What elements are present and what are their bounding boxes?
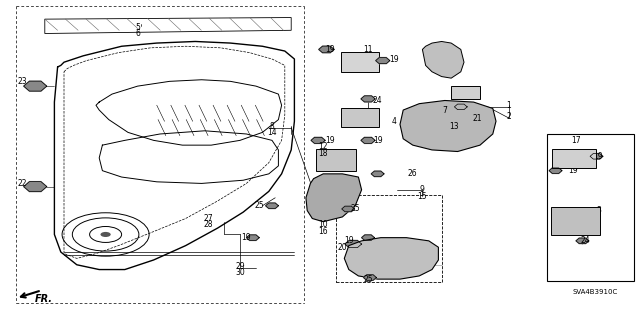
Text: 25: 25: [350, 204, 360, 213]
Text: 10: 10: [318, 220, 328, 229]
Polygon shape: [306, 174, 362, 222]
Text: 12: 12: [319, 142, 328, 151]
Text: 25: 25: [363, 275, 373, 284]
Circle shape: [100, 232, 111, 237]
Text: 23: 23: [17, 77, 28, 86]
Text: 19: 19: [344, 236, 354, 245]
Polygon shape: [24, 81, 47, 91]
Text: SVA4B3910C: SVA4B3910C: [573, 289, 618, 295]
Text: 3: 3: [596, 206, 601, 215]
Text: 19: 19: [568, 166, 578, 175]
Text: 7: 7: [442, 106, 447, 115]
FancyBboxPatch shape: [551, 207, 600, 235]
Text: FR.: FR.: [35, 293, 53, 304]
Polygon shape: [344, 238, 438, 279]
Polygon shape: [422, 41, 464, 78]
Bar: [547, 134, 634, 281]
Polygon shape: [24, 182, 47, 192]
Polygon shape: [371, 171, 384, 177]
Bar: [336, 195, 442, 282]
Text: 8: 8: [269, 122, 275, 130]
Text: 19: 19: [388, 55, 399, 63]
Polygon shape: [361, 137, 375, 144]
Text: 28: 28: [204, 220, 212, 229]
Polygon shape: [246, 235, 259, 241]
Text: 17: 17: [571, 136, 581, 145]
Text: 6: 6: [135, 29, 140, 38]
Polygon shape: [376, 57, 390, 64]
Text: 26: 26: [408, 169, 418, 178]
Polygon shape: [266, 203, 278, 209]
Text: 19: 19: [324, 45, 335, 54]
Polygon shape: [454, 104, 467, 110]
Polygon shape: [549, 168, 562, 174]
Text: 30: 30: [235, 268, 245, 277]
Polygon shape: [400, 100, 496, 152]
FancyBboxPatch shape: [341, 108, 379, 127]
Polygon shape: [364, 275, 376, 280]
Bar: [451, 86, 480, 99]
Text: 29: 29: [235, 262, 245, 271]
Text: 13: 13: [449, 122, 460, 130]
Text: 19: 19: [593, 152, 604, 161]
Polygon shape: [311, 137, 325, 144]
Text: 25: 25: [254, 201, 264, 210]
Text: 22: 22: [18, 179, 27, 188]
Text: 21: 21: [472, 114, 481, 122]
Text: 24: 24: [580, 236, 591, 245]
Text: 19: 19: [241, 233, 252, 242]
Text: 16: 16: [318, 227, 328, 236]
Text: 18: 18: [319, 149, 328, 158]
Text: 4: 4: [391, 117, 396, 126]
Text: 15: 15: [417, 192, 428, 201]
Text: 24: 24: [372, 96, 383, 105]
Polygon shape: [576, 238, 589, 244]
Polygon shape: [342, 206, 355, 212]
Text: 11: 11: [364, 45, 372, 54]
FancyBboxPatch shape: [316, 149, 356, 171]
Text: 20: 20: [337, 243, 348, 252]
Polygon shape: [319, 46, 334, 53]
Polygon shape: [361, 96, 375, 102]
Text: 27: 27: [203, 214, 213, 223]
FancyBboxPatch shape: [552, 149, 596, 168]
Text: 2: 2: [506, 112, 511, 121]
Polygon shape: [362, 235, 374, 241]
Polygon shape: [45, 18, 291, 33]
Polygon shape: [345, 241, 362, 248]
Text: 19: 19: [372, 136, 383, 145]
Text: 1: 1: [506, 101, 511, 110]
Text: 14: 14: [267, 128, 277, 137]
Text: 5: 5: [135, 23, 140, 32]
Polygon shape: [590, 153, 603, 159]
Text: 19: 19: [324, 136, 335, 145]
FancyBboxPatch shape: [341, 52, 379, 72]
Text: 9: 9: [420, 185, 425, 194]
